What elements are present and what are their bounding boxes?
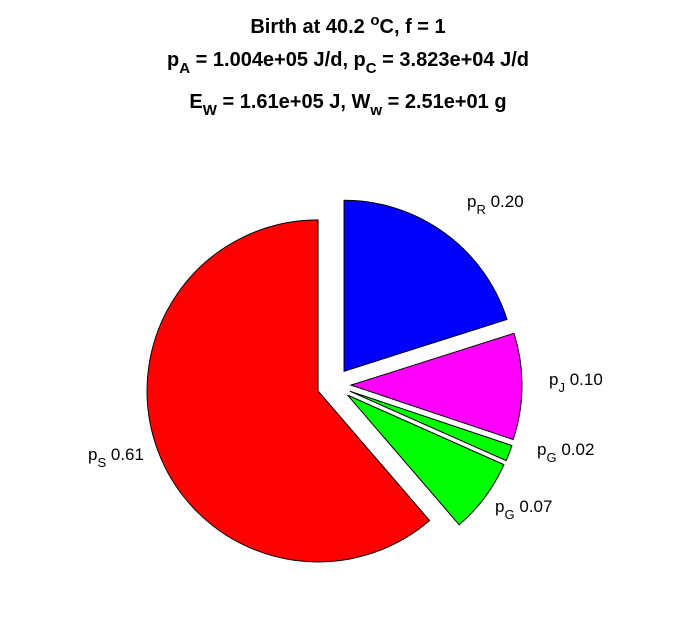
title-line-3: EW = 1.61e+05 J, Ww = 2.51e+01 g — [189, 91, 506, 119]
pie-labels: pR 0.20 pJ 0.10 pG 0.02 pG 0.07 pS 0.61 — [88, 192, 603, 522]
chart-title: Birth at 40.2 oC, f = 1 pA = 1.004e+05 J… — [167, 12, 529, 119]
pie-slice-pg-3 — [347, 394, 505, 526]
pie-slice-pr-0 — [343, 199, 508, 372]
pie-slice-pj-1 — [349, 332, 523, 441]
slice-label-4: pS 0.61 — [88, 445, 144, 470]
slice-label-1: pJ 0.10 — [549, 370, 603, 395]
title-line-1: Birth at 40.2 oC, f = 1 — [250, 12, 445, 38]
slice-label-3: pG 0.07 — [495, 497, 552, 522]
slice-label-2: pG 0.02 — [537, 440, 594, 465]
slice-label-0: pR 0.20 — [467, 192, 524, 217]
pie-slice-ps-4 — [146, 219, 431, 563]
pie-slice-pg-2 — [349, 390, 513, 462]
title-superscript: o — [370, 12, 379, 29]
pie-slices — [146, 199, 523, 563]
title-line-2: pA = 1.004e+05 J/d, pC = 3.823e+04 J/d — [167, 49, 529, 77]
